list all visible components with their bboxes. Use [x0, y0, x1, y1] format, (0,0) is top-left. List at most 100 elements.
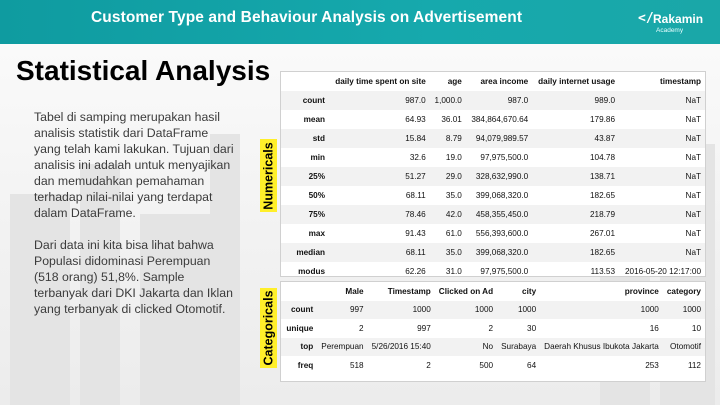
table-cell: 2	[488, 323, 494, 333]
column-header: Clicked on Ad	[438, 286, 494, 296]
table-cell: 179.86	[590, 115, 616, 124]
table-cell: 97,975,500.0	[480, 267, 529, 276]
table-cell: 64	[527, 360, 537, 370]
table-cell: 31.0	[445, 267, 462, 276]
rakamin-logo: </ Rakamin Academy	[638, 9, 718, 39]
row-header-cell: count	[281, 300, 318, 319]
table-row: median 68.11 35.0 399,068,320.0 182.65 NaT	[281, 243, 705, 262]
table-cell: 2	[426, 360, 431, 370]
table-cell: 987.0	[329, 91, 430, 110]
row-header-cell: std	[281, 129, 329, 148]
column-header: daily time spent on site	[335, 77, 426, 86]
table-header-row: Male Timestamp Clicked on Ad city provin…	[281, 282, 705, 301]
table-cell: NaT	[619, 205, 705, 224]
table-row: mean 64.93 36.01 384,864,670.64 179.86 NaT	[281, 110, 705, 129]
table-cell: NaT	[619, 91, 705, 110]
column-header	[281, 72, 329, 91]
description-paragraph-1: Tabel di samping merupakan hasil analisi…	[34, 110, 234, 220]
table-cell: 987.0	[465, 91, 533, 110]
row-header-cell: top	[281, 337, 318, 356]
column-header: category	[666, 286, 701, 296]
table-cell: 62.26	[405, 267, 426, 276]
table-cell: 68.11	[405, 191, 426, 200]
table-cell: 35.0	[445, 191, 462, 200]
table-cell: 19.0	[445, 153, 462, 162]
slide-title: Statistical Analysis	[16, 55, 271, 86]
table-row: count 987.0 1,000.0 987.0 989.0 NaT	[281, 91, 705, 110]
row-header-cell: median	[281, 243, 329, 262]
row-header-cell: 50%	[308, 191, 325, 200]
table-row: modus 62.26 31.0 97,975,500.0 113.53 2016-05-…	[281, 262, 705, 281]
table-cell: 15.84	[329, 129, 430, 148]
table-cell: 556,393,600.0	[475, 229, 529, 238]
table-row: min 32.6 19.0 97,975,500.0 104.78 NaT	[281, 148, 705, 167]
table-cell: NaT	[619, 129, 705, 148]
logo-brand: Rakamin	[653, 12, 704, 26]
table-row: 50% 68.11 35.0 399,068,320.0 182.65 NaT	[281, 186, 705, 205]
table-cell: 97,975,500.0	[480, 153, 529, 162]
table-cell: Daerah Khusus Ibukota Jakarta	[540, 337, 663, 356]
table-cell: 182.65	[532, 243, 620, 262]
table-cell: 989.0	[532, 91, 620, 110]
table-cell: 2	[359, 323, 364, 333]
table-cell: 35.0	[429, 243, 466, 262]
table-cell: 78.46	[329, 205, 430, 224]
categorical-stats-table: Male Timestamp Clicked on Ad city provin…	[280, 281, 706, 382]
table-cell: 16	[649, 323, 659, 333]
column-header: Male	[345, 286, 364, 296]
table-cell: NaT	[685, 191, 701, 200]
table-row: 75% 78.46 42.0 458,355,450.0 218.79 NaT	[281, 205, 705, 224]
categoricals-label: Categoricals	[260, 288, 277, 368]
table-row: top Perempuan 5/26/2016 15:40 No Surabaya Dae…	[281, 337, 705, 356]
slide-header: Customer Type and Behaviour Analysis on …	[0, 0, 720, 44]
table-cell: 104.78	[590, 153, 616, 162]
row-header-cell: 75%	[281, 205, 329, 224]
table-cell: 10	[691, 323, 701, 333]
table-cell: 399,068,320.0	[465, 243, 533, 262]
table-cell: 997	[317, 300, 368, 319]
column-header: area income	[480, 77, 529, 86]
table-cell: 328,632,990.0	[465, 167, 533, 186]
table-cell: 112	[687, 360, 701, 370]
table-cell: 64.93	[405, 115, 426, 124]
table-cell: 30	[527, 323, 537, 333]
table-cell: 1000	[662, 300, 705, 319]
table-cell: NaT	[619, 243, 705, 262]
table-cell: 253	[645, 360, 659, 370]
table-cell: 182.65	[590, 191, 616, 200]
table-cell: 458,355,450.0	[465, 205, 533, 224]
numericals-label: Numericals	[260, 139, 277, 212]
row-header-cell: 25%	[281, 167, 329, 186]
column-header	[281, 282, 317, 301]
table-cell: 29.0	[429, 167, 466, 186]
table-cell: 997	[417, 323, 431, 333]
column-header: age	[447, 77, 462, 86]
column-header: province	[624, 286, 659, 296]
table-cell: 94,079,989.57	[465, 129, 533, 148]
table-cell: 68.11	[329, 243, 430, 262]
slide-header-title: Customer Type and Behaviour Analysis on …	[91, 9, 523, 26]
row-header-cell: count	[281, 91, 329, 110]
table-cell: 1,000.0	[429, 91, 466, 110]
table-cell: Perempuan	[317, 337, 368, 356]
table-cell: Surabaya	[497, 337, 541, 356]
row-header-cell: min	[310, 153, 325, 162]
table-cell: 5/26/2016 15:40	[367, 337, 435, 356]
table-cell: 51.27	[329, 167, 430, 186]
column-header: Timestamp	[387, 286, 431, 296]
table-cell: NaT	[619, 167, 705, 186]
table-row: max 91.43 61.0 556,393,600.0 267.01 NaT	[281, 224, 705, 243]
row-header-cell: modus	[298, 267, 325, 276]
table-cell: 267.01	[590, 229, 616, 238]
table-row: unique 2 997 2 30 16 10	[281, 319, 705, 338]
table-cell: 8.79	[429, 129, 466, 148]
description-paragraph-2: Dari data ini kita bisa lihat bahwa Popu…	[34, 238, 233, 316]
table-cell: 218.79	[532, 205, 620, 224]
logo-sub: Academy	[656, 27, 684, 34]
numerical-stats-table: daily time spent on site age area income…	[280, 71, 706, 277]
table-cell: 42.0	[429, 205, 466, 224]
table-header-row: daily time spent on site age area income…	[281, 72, 705, 91]
table-row: count 997 1000 1000 1000 1000 1000	[281, 300, 705, 319]
table-cell: 399,068,320.0	[475, 191, 529, 200]
column-header: daily internet usage	[538, 77, 616, 86]
